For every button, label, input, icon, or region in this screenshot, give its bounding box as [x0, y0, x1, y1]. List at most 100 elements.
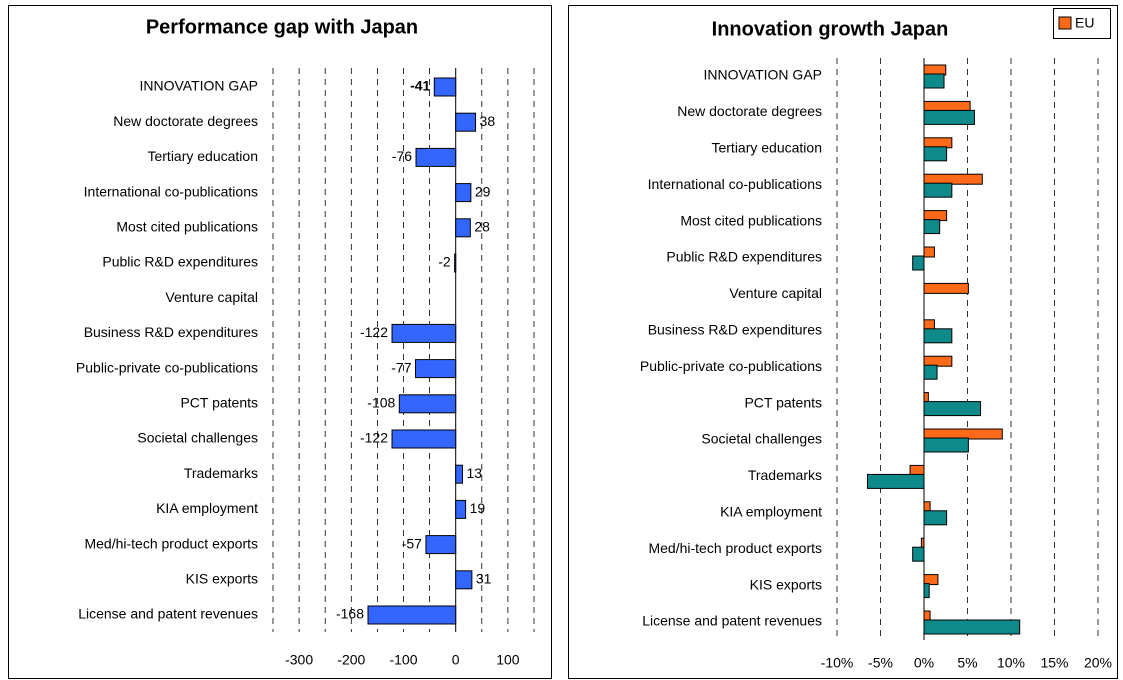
bar — [425, 535, 457, 555]
bar — [923, 364, 938, 380]
bar — [455, 570, 473, 590]
y-tick-label: Public-private co-publications — [76, 359, 258, 375]
data-label: -41 — [410, 78, 430, 94]
bar — [912, 546, 925, 562]
data-label: -122 — [360, 324, 388, 340]
data-label: 13 — [466, 465, 482, 481]
data-label: -76 — [392, 148, 412, 164]
y-tick-label: Most cited publications — [680, 212, 822, 228]
y-tick-label: Venture capital — [729, 285, 822, 301]
bar — [923, 146, 948, 162]
y-tick-label: License and patent revenues — [642, 613, 822, 629]
bar — [455, 183, 472, 203]
bar — [455, 112, 477, 132]
y-tick-label: New doctorate degrees — [113, 113, 258, 129]
chart-title: Performance gap with Japan — [146, 16, 418, 38]
y-tick-label: KIS exports — [186, 571, 258, 587]
x-tick-label: -200 — [337, 652, 365, 668]
y-tick-label: Societal challenges — [701, 431, 822, 447]
y-tick-label: International co-publications — [84, 183, 258, 199]
x-tick-label: 0% — [914, 655, 934, 671]
bar — [398, 394, 457, 414]
x-tick-label: -5% — [868, 655, 893, 671]
data-label: 29 — [475, 183, 491, 199]
x-tick-label: 20% — [1084, 655, 1112, 671]
y-tick-label: Tertiary education — [147, 148, 258, 164]
y-tick-label: Public-private co-publications — [640, 358, 822, 374]
data-label: -77 — [391, 359, 411, 375]
bar — [367, 605, 457, 625]
x-tick-label: -100 — [389, 652, 417, 668]
bar — [923, 73, 945, 89]
y-tick-label: Most cited publications — [116, 219, 258, 235]
x-tick-label: 5% — [957, 655, 977, 671]
bar — [923, 182, 953, 198]
bar — [455, 218, 471, 238]
bar — [923, 355, 953, 367]
bar — [415, 147, 457, 167]
bar — [923, 109, 975, 125]
y-tick-label: INNOVATION GAP — [140, 78, 259, 94]
y-tick-label: PCT patents — [180, 395, 258, 411]
bar — [923, 246, 935, 258]
bar — [923, 173, 983, 185]
y-tick-label: Trademarks — [184, 465, 258, 481]
data-label: -108 — [367, 395, 395, 411]
bar — [433, 77, 457, 97]
y-tick-label: New doctorate degrees — [677, 103, 822, 119]
y-tick-label: License and patent revenues — [78, 606, 258, 622]
y-tick-label: Societal challenges — [137, 430, 258, 446]
bar — [415, 359, 457, 379]
data-label: -2 — [438, 254, 451, 270]
bar — [454, 253, 457, 273]
panel — [568, 5, 1118, 679]
y-tick-label: Med/hi-tech product exports — [84, 535, 258, 551]
data-label: -168 — [336, 606, 364, 622]
y-tick-label: Tertiary education — [711, 140, 822, 156]
bar — [923, 510, 948, 526]
bar — [455, 464, 463, 484]
bar — [923, 219, 941, 235]
y-tick-label: Med/hi-tech product exports — [648, 540, 822, 556]
bar — [455, 499, 467, 519]
bar — [391, 429, 457, 449]
y-tick-label: International co-publications — [648, 176, 822, 192]
y-tick-label: INNOVATION GAP — [704, 67, 823, 83]
legend-swatch — [1058, 16, 1072, 30]
y-tick-label: KIA employment — [156, 500, 258, 516]
bar — [912, 255, 925, 271]
data-label: 31 — [476, 571, 492, 587]
data-label: 28 — [474, 219, 490, 235]
y-tick-label: PCT patents — [744, 394, 822, 410]
x-tick-label: 10% — [997, 655, 1025, 671]
data-label: 19 — [470, 500, 486, 516]
x-tick-label: 15% — [1040, 655, 1068, 671]
data-label: -122 — [360, 430, 388, 446]
bar — [923, 328, 953, 344]
x-tick-label: -300 — [285, 652, 313, 668]
bar — [923, 401, 982, 417]
y-tick-label: Public R&D expenditures — [102, 254, 258, 270]
bar — [866, 473, 925, 489]
x-tick-label: 0 — [452, 652, 460, 668]
x-tick-label: -10% — [821, 655, 854, 671]
bar — [923, 583, 930, 599]
bar — [923, 619, 1021, 635]
data-label: -57 — [402, 535, 422, 551]
y-tick-label: KIA employment — [720, 504, 822, 520]
bar — [923, 574, 939, 586]
data-label: 38 — [480, 113, 496, 129]
legend-label: EU — [1075, 15, 1094, 31]
y-tick-label: Trademarks — [748, 467, 822, 483]
bar — [391, 323, 457, 343]
x-tick-label: 100 — [496, 652, 520, 668]
y-tick-label: KIS exports — [750, 576, 822, 592]
bar — [923, 437, 969, 453]
y-tick-label: Business R&D expenditures — [84, 324, 258, 340]
y-tick-label: Public R&D expenditures — [666, 249, 822, 265]
bar — [923, 282, 969, 294]
y-tick-label: Business R&D expenditures — [648, 322, 822, 338]
chart-title: Innovation growth Japan — [712, 18, 949, 40]
